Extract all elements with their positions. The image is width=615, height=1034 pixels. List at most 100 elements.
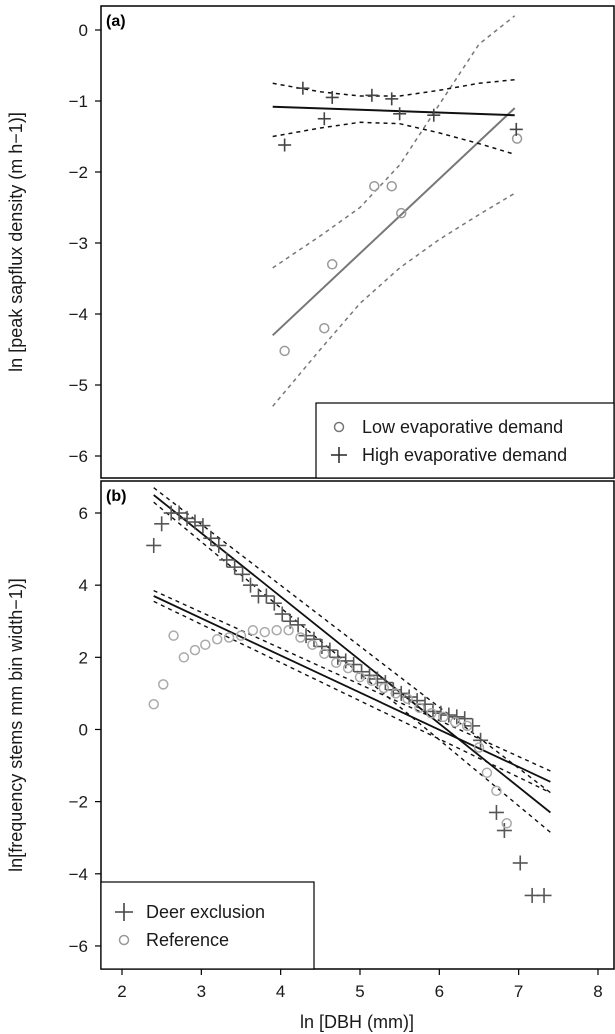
data-point-low-demand xyxy=(319,322,330,334)
data-point-deer-exclusion xyxy=(465,718,481,734)
ci-band-line xyxy=(153,600,551,794)
data-point-low-demand xyxy=(326,259,338,270)
data-point-reference xyxy=(491,785,502,797)
data-point-reference xyxy=(461,720,473,732)
data-point-high-demand xyxy=(427,108,441,122)
data-point-high-demand xyxy=(509,122,523,136)
data-point-reference xyxy=(283,625,294,636)
y-tick-label: −3 xyxy=(69,234,88,253)
data-point-deer-exclusion xyxy=(488,804,504,820)
data-point-reference xyxy=(158,679,169,690)
data-point-low-demand xyxy=(395,207,407,219)
data-point-reference xyxy=(200,639,211,650)
ci-lower-line xyxy=(272,192,516,407)
x-tick-label: 6 xyxy=(435,982,444,1001)
panel-b: (b) 6 4 2 0 −2 −4 −6 2 3 4 5 6 7 8 ln[frequency stem… xyxy=(6,480,615,1032)
data-point-reference xyxy=(390,688,401,699)
legend-reference: Reference xyxy=(146,930,229,950)
x-tick-label: 8 xyxy=(593,982,602,1001)
data-point-deer-exclusion xyxy=(187,514,203,530)
data-point-reference xyxy=(319,648,330,659)
y-tick-label: −6 xyxy=(69,447,88,466)
panel-b-frame xyxy=(100,480,615,970)
data-point-low-demand xyxy=(369,180,380,192)
y-tick-label: −1 xyxy=(69,92,88,111)
data-point-deer-exclusion xyxy=(211,537,227,553)
data-point-reference xyxy=(295,632,306,643)
ci-upper-line xyxy=(272,78,515,97)
legend-plus-marker xyxy=(331,447,347,463)
legend-circle-marker xyxy=(118,934,130,946)
panel-b-legend-box xyxy=(100,881,315,970)
panel-a-label: (a) xyxy=(106,13,126,30)
data-point-reference xyxy=(366,675,378,687)
data-point-deer-exclusion xyxy=(219,552,235,568)
panel-b-label: (b) xyxy=(106,488,126,505)
data-point-low-demand xyxy=(279,345,290,357)
y-tick-label: 2 xyxy=(79,648,88,667)
data-point-deer-exclusion xyxy=(401,689,417,705)
data-point-deer-exclusion xyxy=(393,685,409,701)
x-tick-label: 3 xyxy=(197,982,206,1001)
x-tick-label: 2 xyxy=(117,982,126,1001)
y-tick-label: 0 xyxy=(79,21,88,40)
data-point-deer-exclusion xyxy=(377,675,393,691)
y-tick-label: −4 xyxy=(69,305,88,324)
data-point-deer-exclusion xyxy=(457,711,473,727)
legend-deer-exclusion: Deer exclusion xyxy=(146,902,265,922)
panel-a-y-axis-title: ln [peak sapflux density (m h−1)] xyxy=(6,112,26,372)
data-point-reference xyxy=(189,644,201,656)
data-point-high-demand xyxy=(317,112,331,126)
y-tick-label: 4 xyxy=(79,576,88,595)
data-point-deer-exclusion xyxy=(425,703,441,719)
data-point-high-demand xyxy=(365,88,379,102)
data-point-deer-exclusion xyxy=(346,657,362,673)
ci-band-line xyxy=(153,487,551,794)
data-point-high-demand xyxy=(296,81,310,95)
x-tick-label: 7 xyxy=(514,982,523,1001)
y-tick-label: −5 xyxy=(69,376,88,395)
data-point-deer-exclusion xyxy=(322,642,338,658)
data-point-deer-exclusion xyxy=(354,664,370,680)
y-tick-label: −6 xyxy=(69,937,88,956)
panel-a-y-axis: 0 −1 −2 −3 −4 −5 −6 xyxy=(69,21,101,466)
data-point-deer-exclusion xyxy=(512,855,528,871)
data-point-high-demand xyxy=(325,90,339,104)
data-point-reference xyxy=(168,630,179,641)
y-tick-label: −2 xyxy=(69,163,88,182)
y-tick-label: 6 xyxy=(79,504,88,523)
panel-b-x-axis-title: ln [DBH (mm)] xyxy=(300,1012,414,1032)
data-point-reference xyxy=(426,707,437,719)
data-point-deer-exclusion xyxy=(496,823,512,839)
data-point-reference xyxy=(438,711,449,723)
data-point-reference xyxy=(178,652,190,663)
data-point-reference xyxy=(307,639,318,650)
data-point-reference xyxy=(473,742,485,753)
data-point-reference xyxy=(414,702,425,714)
data-point-deer-exclusion xyxy=(171,505,187,521)
panel-b-y-axis-title: ln[frequency stems mm bin width−1)] xyxy=(6,578,26,872)
data-point-high-demand xyxy=(278,138,292,152)
fit-line xyxy=(272,107,516,337)
legend-plus-marker xyxy=(115,903,133,921)
data-point-reference xyxy=(481,767,493,779)
data-point-deer-exclusion xyxy=(536,887,552,903)
x-tick-label: 5 xyxy=(355,982,364,1001)
data-point-reference xyxy=(378,682,390,694)
ci-lower-line xyxy=(272,121,515,156)
fit-line xyxy=(153,494,551,814)
data-point-reference xyxy=(247,625,259,636)
data-point-deer-exclusion xyxy=(298,628,314,644)
data-point-deer-exclusion xyxy=(441,707,457,723)
data-point-reference xyxy=(259,626,271,638)
panel-b-x-axis: 2 3 4 5 6 7 8 xyxy=(117,969,603,1001)
fit-line xyxy=(272,105,515,117)
data-point-deer-exclusion xyxy=(290,617,306,633)
data-point-reference xyxy=(501,818,513,829)
data-point-deer-exclusion xyxy=(243,577,259,593)
data-point-deer-exclusion xyxy=(417,696,433,712)
ci-band-line xyxy=(153,589,551,772)
y-tick-label: −4 xyxy=(69,865,88,884)
data-point-deer-exclusion xyxy=(449,709,465,725)
y-tick-label: 0 xyxy=(79,720,88,739)
